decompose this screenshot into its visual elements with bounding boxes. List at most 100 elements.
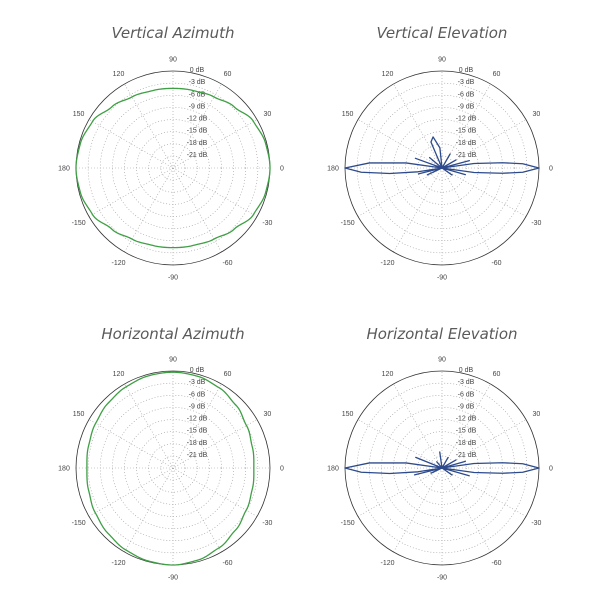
angle-tick-label: 180 xyxy=(327,466,339,473)
angle-tick-label: 150 xyxy=(342,411,354,418)
angle-tick-label: -90 xyxy=(168,575,178,582)
angle-tick-label: 30 xyxy=(263,111,271,118)
pattern-series-line xyxy=(75,87,271,249)
angle-tick-label: -150 xyxy=(341,220,355,227)
radial-tick-label: -18 dB xyxy=(187,140,208,147)
grid-ring xyxy=(393,119,491,217)
grid-ring xyxy=(87,382,259,554)
chart-title-vertical-azimuth: Vertical Azimuth xyxy=(111,24,234,42)
radial-tick-label: -15 dB xyxy=(187,428,208,435)
chart-title-horizontal-elevation: Horizontal Elevation xyxy=(366,325,517,343)
radial-tick-label: -21 dB xyxy=(456,152,477,159)
radial-tick-label: -21 dB xyxy=(187,152,208,159)
grid-ring xyxy=(160,455,186,481)
angle-tick-label: 150 xyxy=(73,411,85,418)
pattern-series-line xyxy=(86,371,255,566)
radial-tick-label: -15 dB xyxy=(187,128,208,135)
angle-tick-label: 180 xyxy=(327,166,339,173)
grid-spoke xyxy=(88,419,258,517)
radial-tick-label: -6 dB xyxy=(458,91,475,98)
angle-tick-label: 0 xyxy=(549,466,553,473)
angle-tick-label: -60 xyxy=(222,260,232,267)
radial-tick-label: -21 dB xyxy=(456,452,477,459)
angle-tick-label: 90 xyxy=(438,57,446,64)
chart-title-vertical-elevation: Vertical Elevation xyxy=(377,24,508,42)
polar-plot-vertical-azimuth: 0 30 60 90 120 150 180 -150 -120 -90 -60 -30 0 dB -3 … xyxy=(58,57,284,282)
angle-tick-label: 60 xyxy=(224,371,232,378)
angle-tick-label: -90 xyxy=(437,575,447,582)
radial-tick-label: -6 dB xyxy=(458,391,475,398)
angle-tick-label: -60 xyxy=(222,560,232,567)
grid-ring xyxy=(368,394,516,542)
angle-tick-label: -150 xyxy=(341,520,355,527)
grid-spoke xyxy=(88,119,258,217)
polar-plot-vertical-elevation: 0 30 60 90 120 150 180 -150 -120 -90 -60 -30 0 dB -3 … xyxy=(327,57,553,282)
grid-ring xyxy=(136,431,210,505)
radial-tick-label: -21 dB xyxy=(187,452,208,459)
radial-tick-label: -9 dB xyxy=(189,103,206,110)
radial-tick-label: -6 dB xyxy=(189,91,206,98)
angle-tick-label: 60 xyxy=(493,71,501,78)
grid-ring xyxy=(160,155,186,181)
grid-ring xyxy=(99,394,247,542)
radial-tick-label: 0 dB xyxy=(459,367,474,374)
radial-tick-label: -3 dB xyxy=(189,379,206,386)
radial-tick-label: 0 dB xyxy=(459,67,474,74)
angle-tick-label: 180 xyxy=(58,466,70,473)
angle-tick-label: 30 xyxy=(263,411,271,418)
angle-tick-label: 120 xyxy=(382,371,394,378)
radial-tick-label: -18 dB xyxy=(456,440,477,447)
grid-ring xyxy=(356,382,528,554)
grid-ring xyxy=(136,131,210,205)
grid-ring xyxy=(87,82,259,254)
radial-tick-label: -18 dB xyxy=(187,440,208,447)
grid-ring xyxy=(112,107,234,229)
angle-tick-label: -120 xyxy=(111,560,125,567)
angle-tick-label: -120 xyxy=(111,260,125,267)
grid-ring xyxy=(368,94,516,242)
grid-ring xyxy=(429,455,455,481)
grid-ring xyxy=(148,443,198,493)
angle-tick-label: 90 xyxy=(438,357,446,364)
angle-tick-label: 60 xyxy=(224,71,232,78)
angle-tick-label: -30 xyxy=(262,520,272,527)
angle-tick-label: 90 xyxy=(169,357,177,364)
radial-tick-label: 0 dB xyxy=(190,367,205,374)
angle-tick-label: 120 xyxy=(113,371,125,378)
radial-tick-label: -12 dB xyxy=(456,116,477,123)
angle-tick-label: -90 xyxy=(437,275,447,282)
radial-tick-label: -9 dB xyxy=(458,403,475,410)
grid-ring xyxy=(381,407,503,529)
angle-tick-label: -150 xyxy=(72,220,86,227)
angle-tick-label: -120 xyxy=(380,560,394,567)
radial-tick-label: -6 dB xyxy=(189,391,206,398)
angle-tick-label: -30 xyxy=(531,520,541,527)
radial-tick-label: -3 dB xyxy=(189,79,206,86)
radial-tick-label: -18 dB xyxy=(456,140,477,147)
radial-tick-label: -3 dB xyxy=(458,379,475,386)
angle-tick-label: 120 xyxy=(113,71,125,78)
radial-tick-label: -9 dB xyxy=(458,103,475,110)
angle-tick-label: 150 xyxy=(342,111,354,118)
angle-tick-label: -30 xyxy=(262,220,272,227)
grid-ring xyxy=(112,407,234,529)
angle-tick-label: 180 xyxy=(58,166,70,173)
grid-ring xyxy=(393,419,491,517)
angle-tick-label: -60 xyxy=(491,560,501,567)
radial-tick-label: -15 dB xyxy=(456,128,477,135)
angle-tick-label: 120 xyxy=(382,71,394,78)
polar-plot-horizontal-elevation: 0 30 60 90 120 150 180 -150 -120 -90 -60 -30 0 dB -3 … xyxy=(327,357,553,582)
angle-tick-label: -120 xyxy=(380,260,394,267)
angle-tick-label: 150 xyxy=(73,111,85,118)
grid-ring xyxy=(124,119,222,217)
radial-tick-label: 0 dB xyxy=(190,67,205,74)
chart-title-horizontal-azimuth: Horizontal Azimuth xyxy=(101,325,244,343)
radial-tick-label: -9 dB xyxy=(189,403,206,410)
polar-plot-horizontal-azimuth: 0 30 60 90 120 150 180 -150 -120 -90 -60 -30 0 dB -3 … xyxy=(58,357,284,582)
grid-ring xyxy=(99,94,247,242)
grid-ring xyxy=(417,143,467,193)
angle-tick-label: 0 xyxy=(549,166,553,173)
grid-ring xyxy=(417,443,467,493)
angle-tick-label: -30 xyxy=(531,220,541,227)
